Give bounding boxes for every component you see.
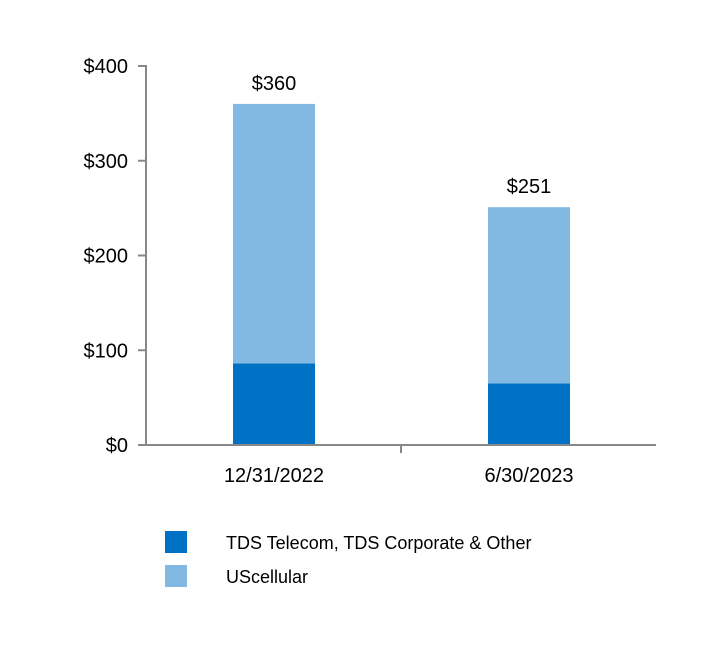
legend-swatch-tds-telecom (165, 531, 187, 553)
legend-swatch-uscellular (165, 565, 187, 587)
y-tick-label: $400 (84, 56, 129, 78)
y-tick-label: $200 (84, 246, 129, 268)
bar-total-label: $251 (507, 176, 552, 198)
y-tick-label: $300 (84, 151, 129, 173)
legend-label-tds-telecom: TDS Telecom, TDS Corporate & Other (226, 533, 531, 553)
y-tick-label: $0 (106, 435, 128, 457)
y-tick-label: $100 (84, 340, 129, 362)
bar-total-label: $360 (252, 73, 297, 95)
bar-segment-uscellular-1 (488, 207, 570, 384)
bar-segment-uscellular-0 (233, 103, 315, 364)
x-tick-label: 6/30/2023 (485, 465, 574, 487)
x-tick-label: 12/31/2022 (224, 465, 324, 487)
legend-label-uscellular: UScellular (226, 567, 308, 587)
bar-segment-tds-telecom-0 (233, 363, 315, 445)
bar-segment-tds-telecom-1 (488, 383, 570, 445)
